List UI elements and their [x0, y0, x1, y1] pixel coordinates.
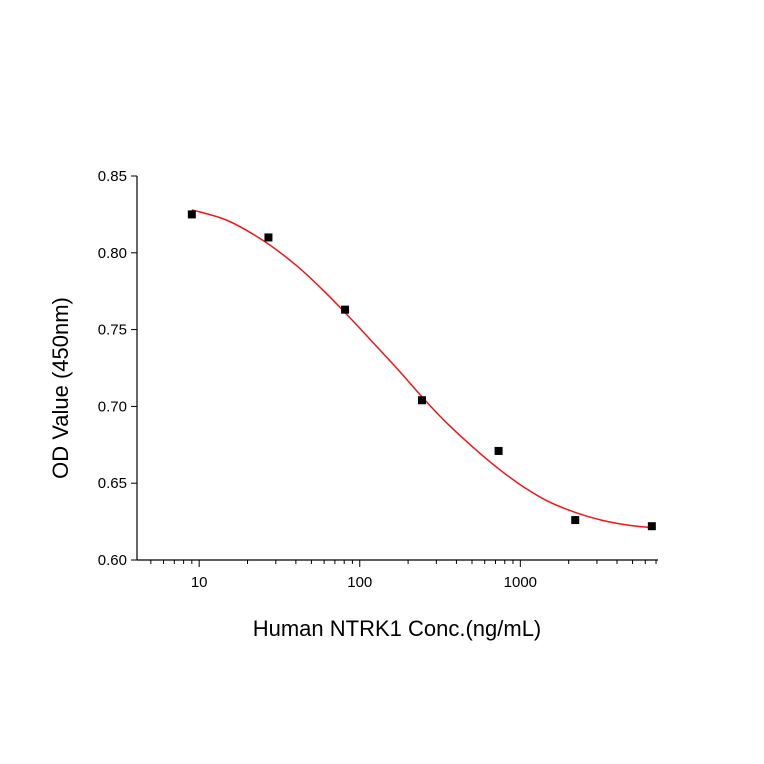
data-points [187, 210, 656, 531]
data-point [341, 305, 350, 314]
y-tick-label: 0.85 [98, 168, 127, 185]
y-tick-label: 0.75 [98, 322, 127, 339]
y-tick-label: 0.65 [98, 475, 127, 492]
fit-curve [191, 209, 652, 529]
x-tick-label: 1000 [504, 574, 537, 591]
plot-area: 0.60 0.65 0.70 0.75 0.80 0.85 10 100 1000 [98, 168, 658, 591]
data-point [647, 522, 656, 531]
x-tick-label: 10 [191, 574, 208, 591]
x-axis-title: Human NTRK1 Conc.(ng/mL) [253, 616, 542, 641]
y-tick-label: 0.60 [98, 552, 127, 569]
y-ticks: 0.60 0.65 0.70 0.75 0.80 0.85 [98, 168, 137, 569]
y-axis-title: OD Value (450nm) [48, 297, 73, 479]
y-tick-label: 0.70 [98, 398, 127, 415]
y-tick-label: 0.80 [98, 245, 127, 262]
data-point [264, 233, 273, 242]
x-tick-label: 100 [347, 574, 372, 591]
data-point [571, 516, 580, 525]
data-point [187, 210, 196, 219]
x-ticks: 10 100 1000 [150, 560, 657, 591]
data-point [417, 396, 426, 405]
data-point [494, 446, 503, 455]
